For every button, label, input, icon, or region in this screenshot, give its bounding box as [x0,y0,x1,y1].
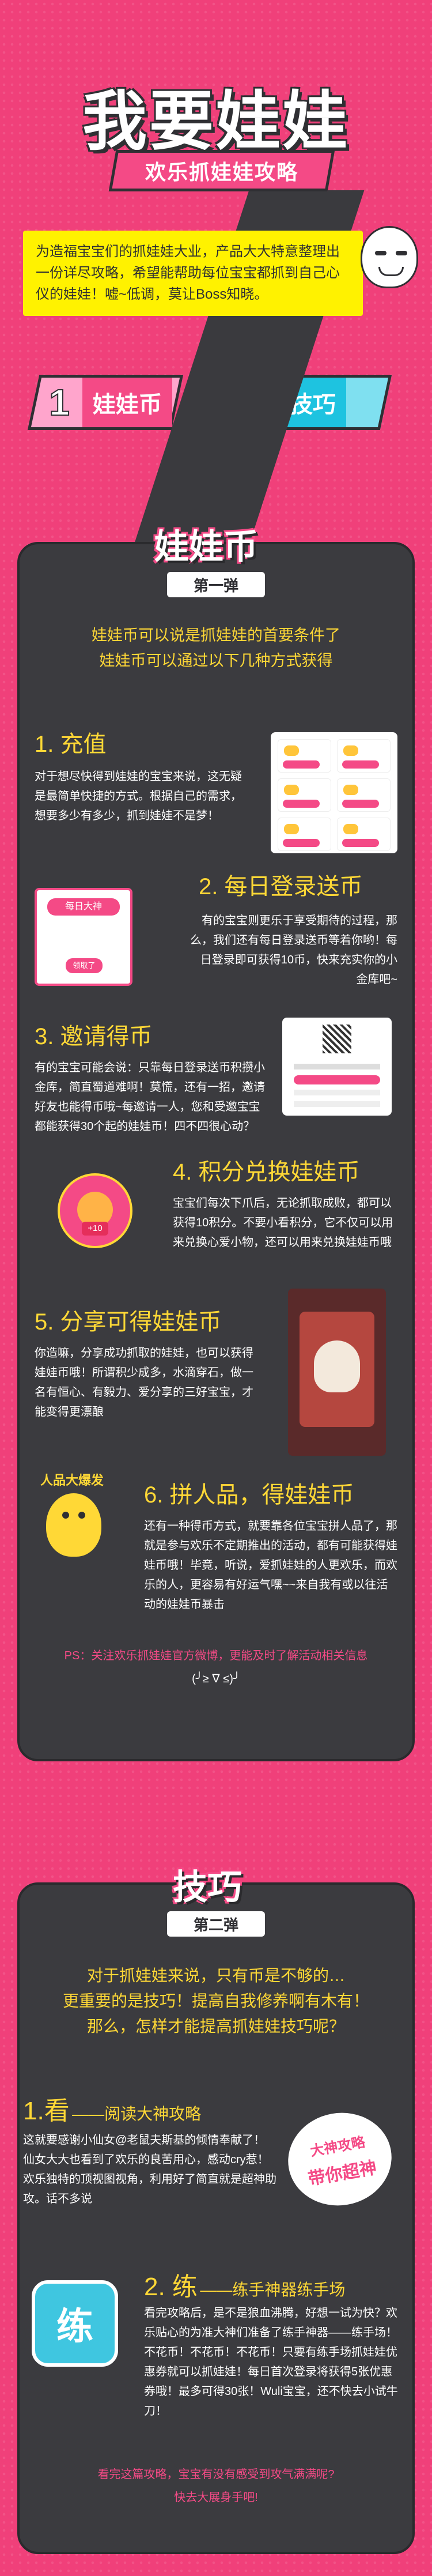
closing-line: 快去大展身手吧! [174,2491,258,2504]
page-title: 我要娃娃 [82,84,350,159]
subtitle-ribbon: 欢乐抓娃娃攻略 [108,150,335,191]
ps-emote: (╯≥ ∇ ≤)╯ [192,1673,240,1685]
item-heading: 4. 积分兑换娃娃币 [173,1159,360,1185]
tab-coins[interactable]: 1 娃娃币 [27,375,184,430]
item-heading: 3. 邀请得币 [35,1024,153,1049]
section-badge: 第一弹 [167,572,265,597]
section-badge: 第二弹 [167,1911,265,1937]
closing-line: 看完这篇攻略，宝宝有没有感受到攻气满满呢? [97,2468,335,2481]
skill-text: 这就要感谢小仙女@老鼠夫斯基的倾情奉献了！仙女大大也看到了欢乐的良苦用心，感动c… [23,2134,276,2205]
tab-number: 1 [48,381,70,424]
tab-label: 娃娃币 [82,378,172,427]
item-text: 对于想尽快得到娃娃的宝宝来说，这无疑是最简单快捷的方式。根据自己的需求，想要多少… [35,770,242,822]
lucky-chick-illustration: 人品大爆发 [35,1470,109,1568]
section-lead: 娃娃币可以说是抓娃娃的首要条件了 娃娃币可以通过以下几种方式获得 [92,627,340,669]
item-text: 还有一种得币方式，就要靠各位宝宝拼人品了，那就是参与欢乐不定期推出的活动，都有可… [144,1520,397,1611]
header: 我要娃娃 欢乐抓娃娃攻略 为造福宝宝们的抓娃娃大业，产品大大特意整理出一份详尽攻… [0,0,432,346]
page-subtitle: 欢乐抓娃娃攻略 [145,160,298,184]
share-screenshot [288,1289,386,1456]
bear-mascot-icon: +10 [58,1173,132,1248]
guide-sticker: 大神攻略 带你超神 [281,2104,399,2214]
intro-text: 为造福宝宝们的抓娃娃大业，产品大大特意整理出一份详尽攻略，希望能帮助每位宝宝都抓… [23,231,363,316]
practice-icon: 练 [32,2280,118,2367]
item-heading: 2. 每日登录送币 [199,874,363,899]
daily-login-illustration: 每日大神 领取了 [35,888,132,986]
item-text: 宝宝们每次下爪后，无论抓取成败，都可以获得10积分。不要小看积分，它不仅可以用来… [173,1197,393,1249]
skill-text: 看完攻略后，是不是狼血沸腾，好想一试为快？欢乐贴心的为准大神们准备了练手神器——… [144,2307,398,2417]
item-text: 你造嘛，分享成功抓取的娃娃，也可以获得娃娃币哦！所谓积少成多，水滴穿石，做一名有… [35,1347,253,1418]
section-title: 娃娃币 [154,528,258,566]
item-heading: 5. 分享可得娃娃币 [35,1309,222,1335]
item-text: 有的宝宝则更乐于享受期待的过程，那么，我们还有每日登录送币等着你哟！每日登录即可… [190,914,397,986]
skill-heading: 2. 练 ——练手神器练手场 [144,2273,346,2301]
ps-note: PS：关注欢乐抓娃娃官方微博，更能及时了解活动相关信息 [64,1649,368,1662]
section-title: 技巧 [173,1868,242,1907]
item-heading: 1. 充值 [35,732,107,757]
invite-screenshot [282,1018,392,1116]
skill-heading: 1.看 ——阅读大神攻略 [23,2097,202,2125]
section-lead: 对于抓娃娃来说，只有币是不够的… 更重要的是技巧！提高自我修养啊有木有！ 那么，… [62,1967,369,2035]
item-text: 有的宝宝可能会说：只靠每日登录送币积攒小金库，简直蜀道难啊！莫慌，还有一招，邀请… [35,1061,265,1133]
section-coins: 娃娃币 第一弹 娃娃币可以说是抓娃娃的首要条件了 娃娃币可以通过以下几种方式获得… [0,519,432,1770]
item-heading: 6. 拼人品，得娃娃币 [144,1482,354,1508]
section-skills: 技巧 第二弹 对于抓娃娃来说，只有币是不够的… 更重要的是技巧！提高自我修养啊有… [0,1859,432,2569]
section-skills-panel [17,1882,415,2554]
meme-face-icon [361,226,418,288]
recharge-screenshot [271,732,397,853]
